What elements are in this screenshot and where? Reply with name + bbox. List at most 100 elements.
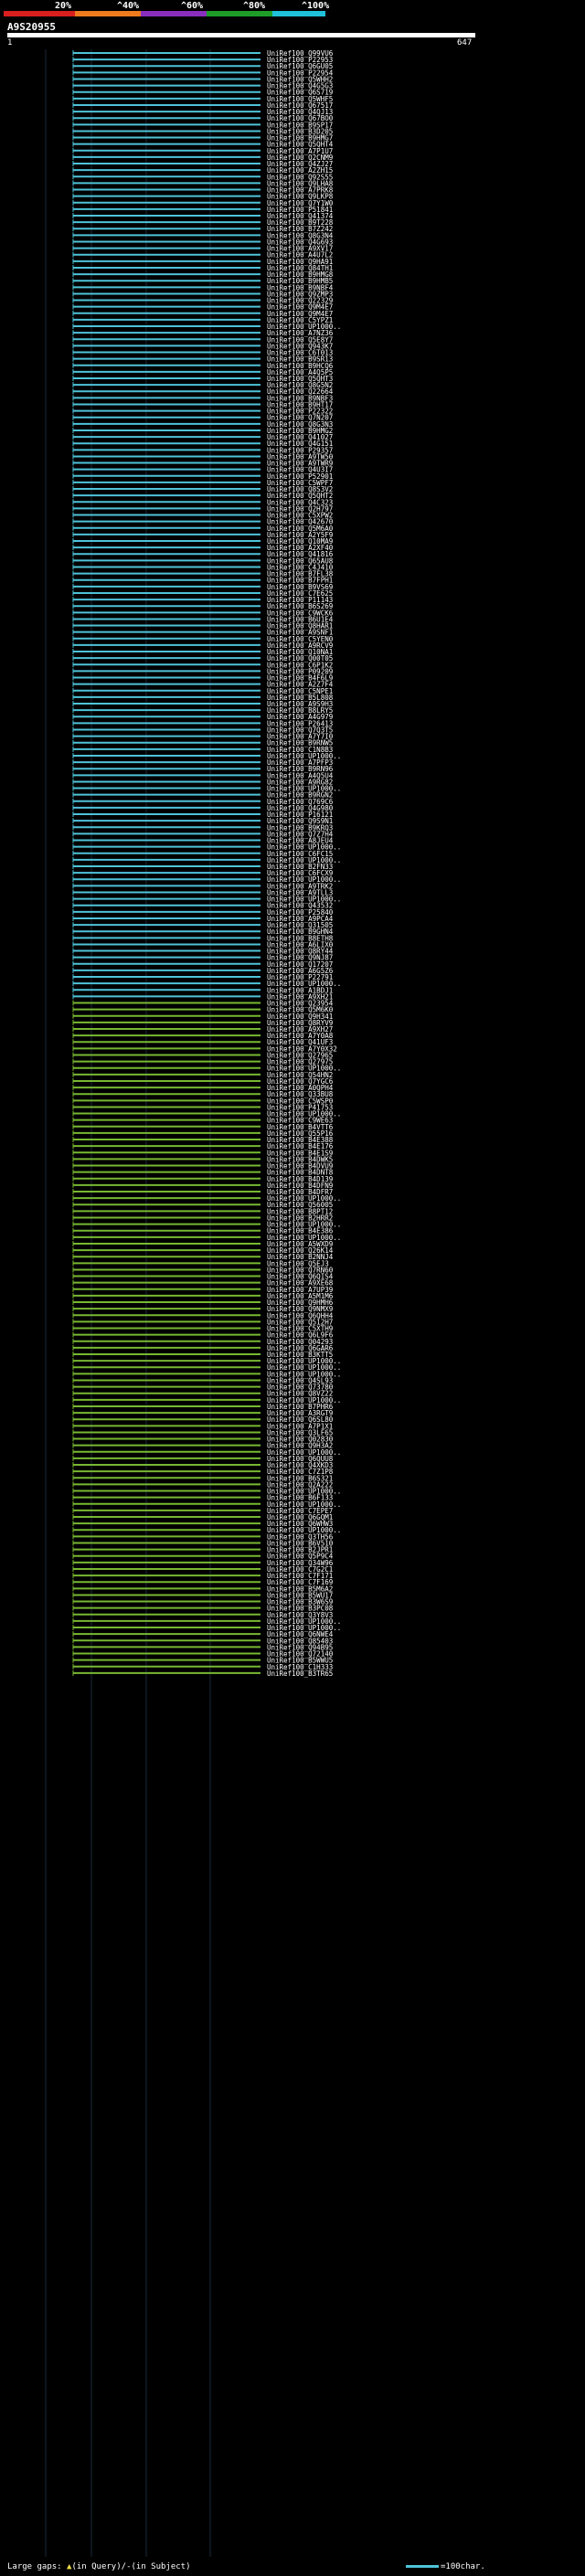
hit-label[interactable]: UniRef100_Q2A222 <box>267 1480 333 1489</box>
hit-row[interactable]: UniRef100_Q943K7 <box>72 342 333 350</box>
hit-row[interactable]: UniRef100_A9PCA4 <box>72 915 334 923</box>
hit-row[interactable]: UniRef100_B3PC08 <box>72 1605 334 1613</box>
hit-row[interactable]: UniRef100_Q8S3V2 <box>72 485 333 493</box>
hit-row[interactable]: UniRef100_UP1000.. <box>72 1363 341 1372</box>
hit-label[interactable]: UniRef100_UP1000.. <box>267 1363 341 1372</box>
hit-row[interactable]: UniRef100_A4G979 <box>72 713 333 721</box>
hit-row[interactable]: UniRef100_Q6WHW3 <box>72 1520 333 1528</box>
hit-label[interactable]: UniRef100_Q4SL93 <box>267 1376 333 1384</box>
hit-label[interactable]: UniRef100_Q3LF65 <box>267 1428 333 1436</box>
hit-label[interactable]: UniRef100_Q31505 <box>267 921 333 929</box>
hit-label[interactable]: UniRef100_Q4ZJ27 <box>267 160 333 168</box>
hit-label[interactable]: UniRef100_A6LIX0 <box>267 940 334 949</box>
hit-row[interactable]: UniRef100_A7P1U7 <box>72 147 333 155</box>
hit-row[interactable]: UniRef100_B4E176 <box>72 1142 334 1150</box>
hit-label[interactable]: UniRef100_Q5M6A0 <box>267 525 334 533</box>
hit-row[interactable]: UniRef100_P25840 <box>72 908 334 917</box>
hit-label[interactable]: UniRef100_B2NNJ4 <box>267 1253 334 1261</box>
hit-label[interactable]: UniRef100_C9WE63 <box>267 1117 333 1125</box>
hit-label[interactable]: UniRef100_A9PCA4 <box>267 915 334 923</box>
hit-label[interactable]: UniRef100_Q10MA9 <box>267 537 333 546</box>
hit-row[interactable]: UniRef100_B9RNW5 <box>72 739 333 747</box>
hit-row[interactable]: UniRef100_Q3LF65 <box>72 1428 333 1436</box>
hit-row[interactable]: UniRef100_Q5M6A0 <box>72 525 334 533</box>
hit-label[interactable]: UniRef100_B3W6S9 <box>267 1598 333 1606</box>
hit-label[interactable]: UniRef100_Q02830 <box>267 1436 334 1444</box>
hit-row[interactable]: UniRef100_Q5E8Y7 <box>72 335 333 344</box>
hit-row[interactable]: UniRef100_Q4G5G3 <box>72 82 333 90</box>
hit-label[interactable]: UniRef100_Q2CNM9 <box>267 154 333 162</box>
hit-row[interactable]: UniRef100_B2NNJ4 <box>72 1253 334 1261</box>
hit-label[interactable]: UniRef100_A7Y0A8 <box>267 1032 334 1040</box>
hit-row[interactable]: UniRef100_Q65AU8 <box>72 557 334 565</box>
hit-label[interactable]: UniRef100_A1BDJ1 <box>267 986 333 994</box>
hit-row[interactable]: UniRef100_A3RGT9 <box>72 1409 333 1417</box>
hit-row[interactable]: UniRef100_A2Z7F4 <box>72 681 334 689</box>
hit-row[interactable]: UniRef100_B3W6S9 <box>72 1598 333 1606</box>
hit-row[interactable]: UniRef100_Q8RY44 <box>72 948 334 956</box>
hit-label[interactable]: UniRef100_A4U7L2 <box>267 251 333 260</box>
hit-row[interactable]: UniRef100_B7Z242 <box>72 225 333 233</box>
hit-label[interactable]: UniRef100_Q5E8Y7 <box>267 335 333 344</box>
hit-label[interactable]: UniRef100_Q6SL80 <box>267 1415 334 1424</box>
hit-row[interactable]: UniRef100_A9XH27 <box>72 1025 333 1034</box>
hit-label[interactable]: UniRef100_Q4XKD3 <box>267 1461 333 1469</box>
hit-row[interactable]: UniRef100_C7G2C1 <box>72 1565 333 1574</box>
hit-row[interactable]: UniRef100_UP1000.. <box>72 1221 341 1229</box>
hit-row[interactable]: UniRef100_Q43532 <box>72 902 333 910</box>
hit-row[interactable]: UniRef100_B9RGN2 <box>72 791 333 800</box>
hit-row[interactable]: UniRef100_UP1000.. <box>72 843 341 852</box>
hit-row[interactable]: UniRef100_P26413 <box>72 719 333 727</box>
hit-label[interactable]: UniRef100_B9T228 <box>267 218 334 227</box>
hit-label[interactable]: UniRef100_C5XTH9 <box>267 1325 333 1333</box>
hit-row[interactable]: UniRef100_A7P1X1 <box>72 1422 333 1430</box>
hit-row[interactable]: UniRef100_A4U7L2 <box>72 251 333 260</box>
hit-row[interactable]: UniRef100_Q9H341 <box>72 1012 333 1021</box>
hit-label[interactable]: UniRef100_A9S9H3 <box>267 700 333 708</box>
hit-label[interactable]: UniRef100_Q72140 <box>267 1650 334 1659</box>
hit-row[interactable]: UniRef100_Q6S719 <box>72 89 333 97</box>
hit-row[interactable]: UniRef100_A9TLL3 <box>72 888 333 896</box>
hit-row[interactable]: UniRef100_Q8G3N4 <box>72 231 334 239</box>
hit-label[interactable]: UniRef100_B3TR65 <box>267 1670 333 1678</box>
hit-row[interactable]: UniRef100_B9HMG2 <box>72 427 333 435</box>
hit-label[interactable]: UniRef100_C5WSP0 <box>267 1097 334 1105</box>
hit-label[interactable]: UniRef100_Q512H7 <box>267 1318 333 1326</box>
hit-row[interactable]: UniRef100_C6FCX9 <box>72 869 333 877</box>
hit-label[interactable]: UniRef100_B9RGN2 <box>267 791 333 800</box>
hit-label[interactable]: UniRef100_UP1000.. <box>267 1448 341 1457</box>
hit-row[interactable]: UniRef100_UP1000.. <box>72 1448 341 1457</box>
hit-label[interactable]: UniRef100_A9RCV9 <box>267 641 333 650</box>
hit-label[interactable]: UniRef100_Q4G693 <box>267 238 333 246</box>
hit-label[interactable]: UniRef100_B9NBF4 <box>267 283 334 292</box>
hit-label[interactable]: UniRef100_C6FC15 <box>267 850 333 858</box>
hit-label[interactable]: UniRef100_P52901 <box>267 472 333 481</box>
hit-row[interactable]: UniRef100_Q5P9C4 <box>72 1553 334 1561</box>
hit-label[interactable]: UniRef100_B3KTT5 <box>267 1351 333 1359</box>
hit-row[interactable]: UniRef100_B4DWK5 <box>72 1155 333 1163</box>
hit-row[interactable]: UniRef100_A5M1M6 <box>72 1292 334 1300</box>
hit-label[interactable]: UniRef100_Q7Z7H4 <box>267 830 334 838</box>
hit-row[interactable]: UniRef100_A9TWR9 <box>72 460 333 468</box>
hit-row[interactable]: UniRef100_Q8HAR1 <box>72 622 333 631</box>
hit-label[interactable]: UniRef100_Q6S719 <box>267 89 333 97</box>
hit-label[interactable]: UniRef100_Q5WHH2 <box>267 75 333 83</box>
hit-label[interactable]: UniRef100_Q43532 <box>267 902 333 910</box>
hit-label[interactable]: UniRef100_Q9LKP8 <box>267 193 334 201</box>
hit-row[interactable]: UniRef100_C5YPZ1 <box>72 316 333 324</box>
hit-row[interactable]: UniRef100_B9HMB5 <box>72 277 333 285</box>
hit-label[interactable]: UniRef100_UP1000.. <box>267 1526 341 1534</box>
hit-label[interactable]: UniRef100_Q85403 <box>267 1637 333 1645</box>
hit-label[interactable]: UniRef100_A2Z7F4 <box>267 681 334 689</box>
hit-label[interactable]: UniRef100_Q41027 <box>267 433 333 441</box>
hit-row[interactable]: UniRef100_B4E388 <box>72 1136 334 1144</box>
hit-row[interactable]: UniRef100_B9HMG8 <box>72 270 334 279</box>
hit-label[interactable]: UniRef100_A7UP39 <box>267 1286 333 1294</box>
hit-label[interactable]: UniRef100_UP1000.. <box>267 1500 341 1509</box>
hit-row[interactable]: UniRef100_Q8VZ22 <box>72 1390 333 1398</box>
hit-row[interactable]: UniRef100_C5YEN0 <box>72 635 334 643</box>
hit-row[interactable]: UniRef100_B4E1S9 <box>72 1149 333 1157</box>
hit-row[interactable]: UniRef100_Q22664 <box>72 387 334 396</box>
hit-row[interactable]: UniRef100_Q41UF3 <box>72 1038 333 1046</box>
hit-row[interactable]: UniRef100_C1H333 <box>72 1663 333 1671</box>
